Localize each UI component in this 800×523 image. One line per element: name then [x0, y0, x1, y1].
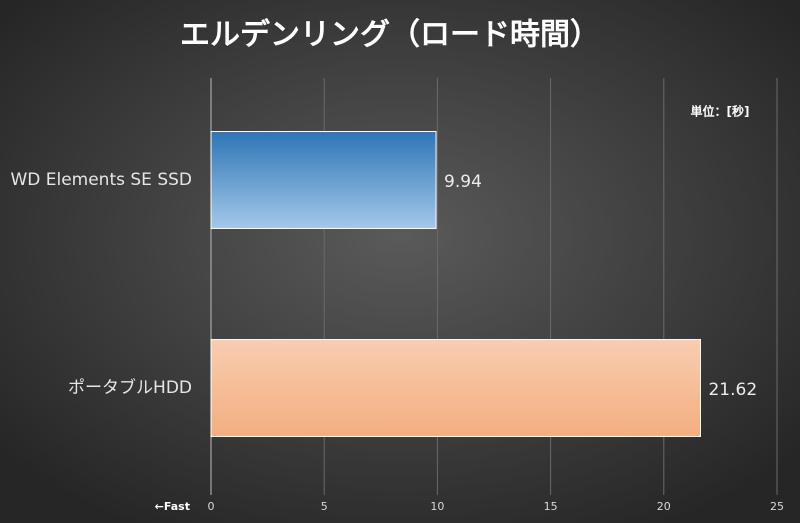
x-tick-label: 15: [544, 500, 558, 513]
bar: [210, 131, 437, 229]
y-tick-label: WD Elements SE SSD: [10, 170, 192, 190]
bar: [210, 339, 701, 437]
value-label: 9.94: [444, 172, 482, 192]
direction-note: ←Fast: [155, 500, 190, 513]
x-tick-label: 10: [430, 500, 444, 513]
value-label: 21.62: [708, 380, 757, 400]
unit-note: 単位：[秒]: [691, 104, 750, 119]
x-tick-label: 0: [208, 500, 215, 513]
chart-title: エルデンリング（ロード時間）: [180, 18, 600, 53]
x-tick-label: 25: [770, 500, 784, 513]
x-tick-label: 20: [657, 500, 671, 513]
y-tick-label: ポータブルHDD: [68, 377, 192, 398]
x-tick-label: 5: [321, 500, 328, 513]
